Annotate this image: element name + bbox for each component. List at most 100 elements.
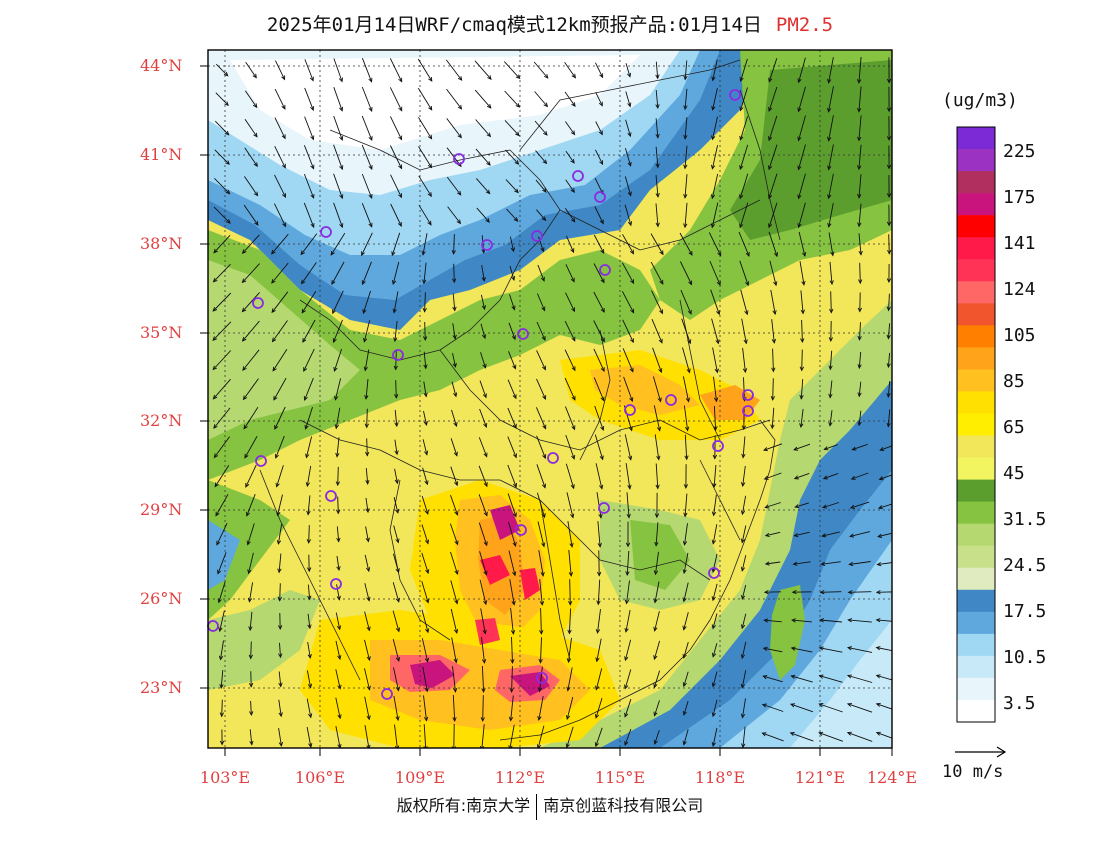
wind-vector-icon [394, 468, 399, 485]
wind-vector-icon [421, 495, 429, 515]
wind-vector-icon [480, 323, 487, 340]
wind-vector-icon [768, 202, 778, 229]
colorbar-swatch [957, 655, 995, 679]
wind-vector-icon [364, 583, 371, 602]
wind-vector-icon [710, 289, 721, 316]
wind-vector-icon [333, 58, 343, 83]
wind-vector-icon [683, 464, 689, 489]
wind-vector-icon [361, 173, 373, 199]
wind-vector-icon [886, 57, 892, 84]
wind-vector-icon [242, 378, 259, 401]
wind-vector-icon [770, 289, 777, 316]
city-marker-icon [729, 89, 741, 101]
wind-vector-icon [218, 640, 224, 661]
wind-vector-icon [568, 579, 573, 606]
city-marker-icon [330, 578, 342, 590]
wind-vector-icon [335, 612, 342, 631]
colorbar-frame [956, 126, 996, 723]
colorbar-swatch [957, 171, 995, 194]
wind-vector-icon [679, 232, 693, 256]
wind-vector-icon [682, 376, 691, 403]
wind-vector-icon [821, 502, 840, 509]
wind-vector-icon [593, 348, 605, 373]
wind-vector-icon [655, 118, 660, 139]
wind-vector-icon [216, 523, 228, 546]
colorbar-swatch [957, 699, 995, 723]
wind-vector-icon [534, 120, 548, 136]
wind-vector-icon [682, 582, 689, 603]
wind-vector-icon [301, 290, 317, 314]
colorbar-label: 3.5 [1003, 693, 1036, 714]
city-marker-icon [320, 226, 332, 238]
wind-vector-icon [770, 378, 775, 401]
wind-vector-icon [828, 380, 833, 399]
wind-vector-icon [536, 321, 546, 341]
wind-vector-icon [392, 291, 399, 314]
wind-vector-icon [507, 407, 517, 429]
wind-vector-icon [450, 551, 459, 575]
wind-vector-icon [509, 265, 516, 281]
wind-vector-icon [451, 381, 458, 398]
wind-vector-icon [875, 674, 892, 681]
wind-vector-icon [653, 670, 661, 689]
wind-vector-icon [212, 378, 231, 400]
wind-vector-icon [797, 173, 806, 200]
wind-vector-icon [303, 173, 315, 199]
lat-label-26: 26°N [140, 589, 183, 608]
wind-vector-icon [710, 173, 719, 200]
wind-vector-icon [625, 550, 630, 577]
wind-vector-icon [271, 320, 288, 343]
wind-vector-icon [336, 496, 341, 515]
city-markers [207, 89, 754, 700]
wind-vector-icon [212, 292, 232, 312]
wind-vector-icon [594, 727, 603, 748]
wind-vector-icon [769, 260, 778, 287]
wind-vector-icon [246, 494, 256, 517]
wind-vector-icon [712, 464, 717, 489]
wind-vector-icon [711, 88, 718, 111]
wind-vector-icon [797, 202, 806, 229]
wind-vector-icon [306, 670, 313, 689]
colorbar-swatch [957, 215, 995, 238]
wind-vector-icon [710, 202, 719, 229]
graticule [208, 50, 892, 748]
wind-vector-icon [886, 293, 891, 312]
wind-vector-icon [593, 234, 605, 254]
wind-vector-icon [333, 144, 344, 171]
wind-vector-icon [214, 465, 230, 488]
wind-vector-icon [303, 377, 314, 401]
wind-vector-icon [336, 555, 341, 572]
wind-vector-icon [566, 667, 573, 692]
wind-vector-icon [622, 262, 635, 285]
wind-vector-icon [504, 90, 521, 108]
wind-vector-icon [652, 347, 663, 374]
wind-vector-icon [650, 233, 664, 256]
wind-vector-icon [741, 318, 748, 345]
wind-vector-icon [417, 58, 433, 82]
city-marker-icon [572, 170, 584, 182]
colorbar-swatch [957, 237, 995, 260]
wind-vector-icon [708, 232, 722, 257]
wind-vector-icon [764, 561, 781, 566]
wind-vector-icon [651, 319, 663, 344]
wind-vector-icon [566, 637, 572, 664]
wind-vector-icon [797, 115, 806, 142]
wind-vector-icon [886, 409, 891, 428]
wind-vector-icon [304, 87, 315, 112]
wind-vector-icon [566, 492, 575, 519]
wind-vector-icon [271, 233, 289, 255]
wind-vector-icon [887, 234, 892, 255]
lat-label-38: 38°N [140, 234, 183, 253]
wind-vector-icon [364, 668, 371, 691]
wind-vector-icon [827, 144, 834, 171]
wind-vector-icon [305, 436, 313, 459]
wind-vector-icon [394, 439, 399, 456]
wind-vector-icon [712, 435, 718, 460]
wind-vector-icon [565, 235, 575, 254]
wind-vector-icon [422, 467, 429, 486]
wind-vector-icon [452, 666, 458, 693]
wind-vector-icon [361, 58, 373, 83]
wind-vector-icon [335, 466, 340, 487]
wind-vector-icon [392, 610, 401, 633]
city-marker-icon [381, 688, 393, 700]
